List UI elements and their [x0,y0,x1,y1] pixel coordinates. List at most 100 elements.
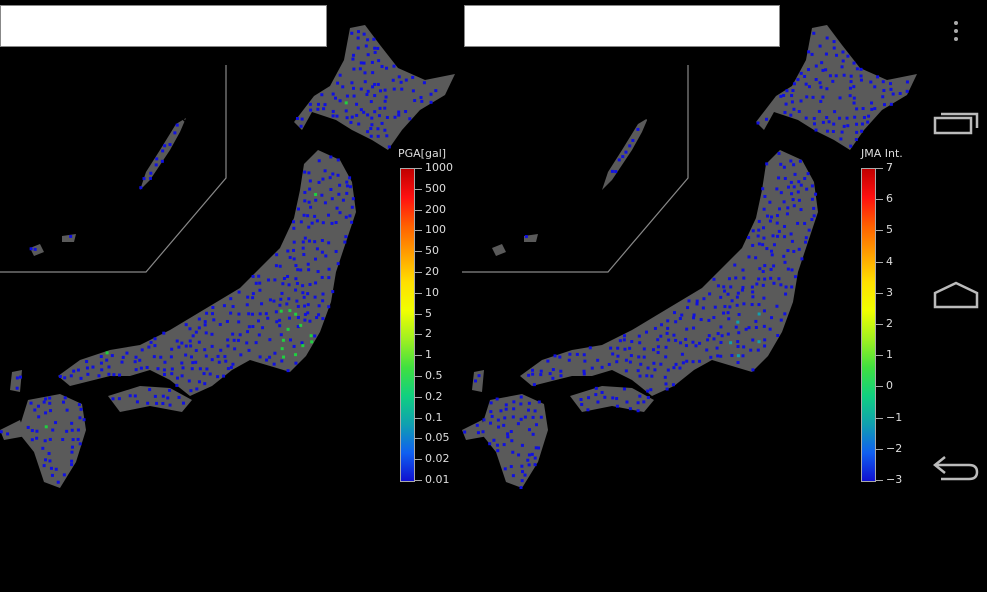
station-marker [265,358,269,362]
station-marker [666,319,670,323]
station-marker [379,89,383,93]
station-marker [279,309,283,313]
station-marker [336,81,340,85]
station-marker [517,453,521,457]
station-marker [79,407,83,411]
station-marker [772,243,776,247]
station-marker [609,346,613,350]
recent-apps-button[interactable] [925,100,987,144]
station-marker [348,176,352,180]
land-region [756,25,917,150]
station-marker [161,394,165,398]
station-marker [762,324,766,328]
station-marker [537,446,541,450]
station-marker [826,129,830,133]
station-marker [26,425,30,429]
station-marker [42,464,46,468]
station-marker [51,428,55,432]
station-marker [41,446,45,450]
station-marker [377,114,381,118]
station-marker [429,100,433,104]
station-marker [257,333,261,337]
station-marker [203,382,207,386]
station-marker [163,360,167,364]
station-marker [76,428,80,432]
station-marker [345,184,349,188]
home-button[interactable] [925,273,987,317]
station-marker [397,110,401,114]
station-marker [821,95,825,99]
station-marker [673,311,677,315]
station-marker [320,275,324,279]
station-marker [652,348,656,352]
station-marker [546,359,550,363]
station-marker [827,120,831,124]
station-marker [411,75,415,79]
station-marker [313,334,317,338]
station-marker [327,267,331,271]
station-marker [870,101,874,105]
station-marker [307,268,311,272]
station-marker [338,73,342,77]
back-button[interactable] [925,446,987,490]
station-marker [377,59,381,63]
station-marker [222,374,226,378]
station-marker [197,340,201,344]
station-marker [656,351,660,355]
station-marker [680,313,684,317]
station-marker [42,400,46,404]
station-marker [881,95,885,99]
overflow-menu-button[interactable] [925,15,987,47]
station-marker [712,337,716,341]
station-marker [628,360,632,364]
station-marker [366,130,370,134]
station-marker [807,228,811,232]
legend-tick-label: 5 [875,223,893,237]
station-marker [295,299,299,303]
station-marker [15,376,19,380]
station-marker [147,345,151,349]
station-marker [835,53,839,57]
station-marker [533,456,537,460]
station-marker [848,94,852,98]
station-marker [594,386,598,390]
station-marker [288,255,292,259]
station-marker [251,274,255,278]
station-marker [194,348,198,352]
station-marker [257,319,261,323]
station-marker [320,193,324,197]
station-marker [751,338,755,342]
station-marker [810,52,814,56]
station-marker [751,229,755,233]
station-marker [62,473,66,477]
station-marker [247,312,251,316]
land-region [18,394,86,488]
station-marker [268,355,272,359]
station-marker [782,93,786,97]
station-marker [282,276,286,280]
station-marker [482,418,486,422]
station-marker [356,36,360,40]
station-marker [134,355,138,359]
station-marker [422,81,426,85]
overflow-menu-icon [954,21,958,41]
station-marker [680,352,684,356]
station-marker [148,388,152,392]
station-marker [860,129,864,133]
station-marker [859,67,863,71]
station-marker [197,317,201,321]
station-marker [257,274,261,278]
station-marker [371,85,375,89]
inset-boundary-line [0,65,227,273]
station-marker [736,345,740,349]
station-marker [503,467,507,471]
station-marker [91,365,95,369]
station-marker [723,305,727,309]
station-marker [359,61,363,65]
station-marker [876,75,880,79]
station-marker [76,368,80,372]
pga-map [0,25,455,488]
station-marker [510,439,514,443]
station-marker [302,213,306,217]
station-marker [659,362,663,366]
